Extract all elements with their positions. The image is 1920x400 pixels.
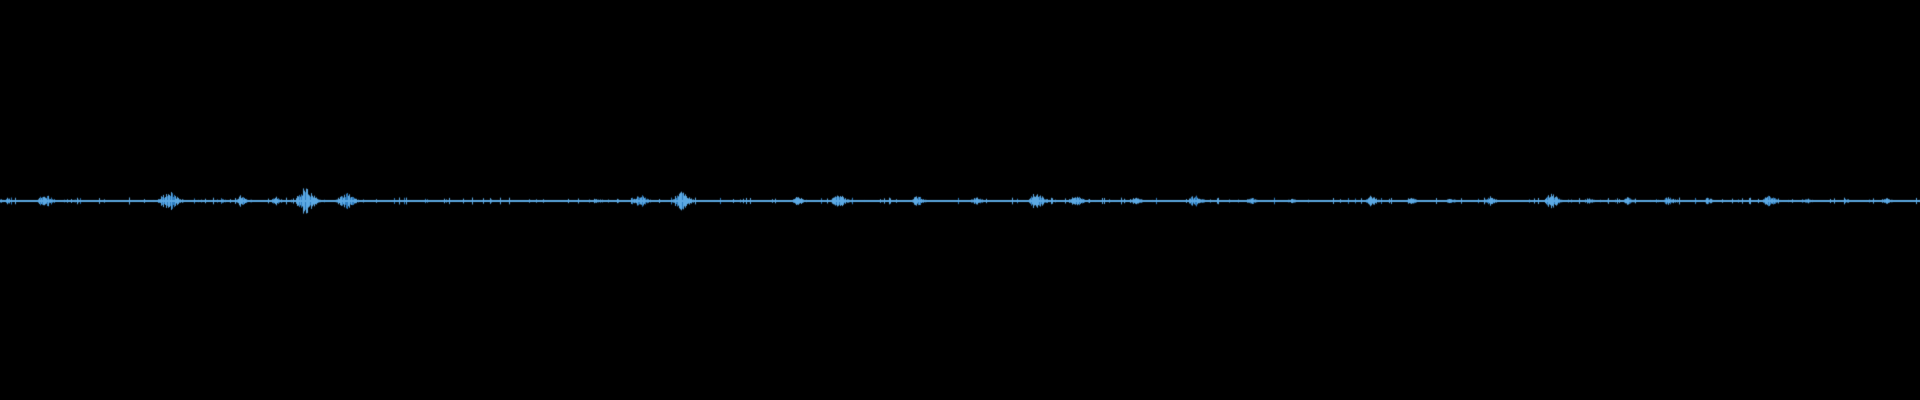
waveform-canvas[interactable] [0, 0, 1920, 400]
audio-waveform-viewer[interactable] [0, 0, 1920, 400]
